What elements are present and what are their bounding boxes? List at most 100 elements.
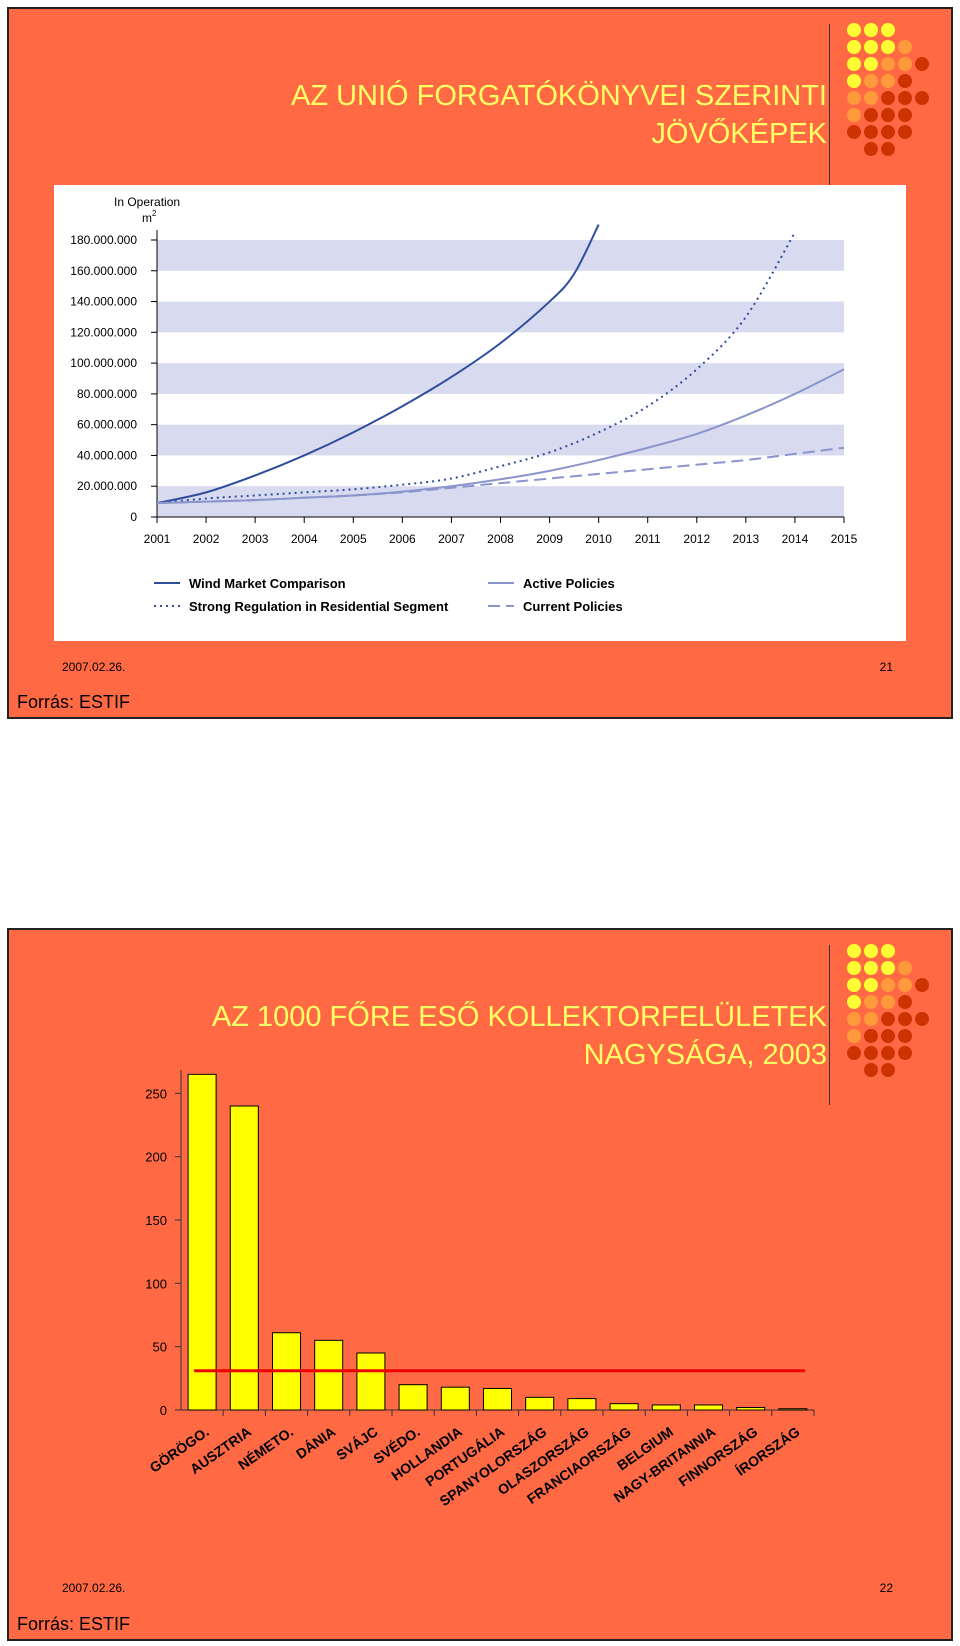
x-tick-label: 2003	[242, 532, 269, 546]
decor-dot	[864, 57, 878, 71]
y-tick-label: 0	[130, 510, 137, 524]
bar-chart: 050100150200250300GÖRÖGO.AUSZTRIANÉMETO.…	[145, 1070, 815, 1509]
slide-22: AZ 1000 FŐRE ESŐ KOLLEKTORFELÜLETEK NAGY…	[7, 928, 953, 1641]
decor-dot	[847, 1029, 861, 1043]
decor-dot	[864, 995, 878, 1009]
y-tick-label: 120.000.000	[70, 325, 137, 339]
x-tick-label: 2011	[635, 532, 661, 546]
decor-dot	[881, 74, 895, 88]
y-tick-label: 50	[153, 1340, 167, 1355]
decor-dot	[864, 961, 878, 975]
series-line-2	[157, 231, 796, 505]
decorative-dots	[841, 930, 951, 1100]
grid-band	[157, 301, 844, 333]
x-tick-label: 2007	[438, 532, 465, 546]
legend-label: Wind Market Comparison	[189, 576, 346, 591]
title-line-1: AZ UNIÓ FORGATÓKÖNYVEI SZERINTI	[290, 80, 827, 112]
decor-dot	[898, 74, 912, 88]
slide-date: 2007.02.26.	[62, 1581, 126, 1595]
decor-dot	[881, 40, 895, 54]
decor-dot	[864, 1046, 878, 1060]
y-tick-label: 60.000.000	[77, 418, 137, 432]
bar-12	[651, 1404, 681, 1411]
decor-dot	[898, 108, 912, 122]
decorative-dots	[841, 9, 951, 179]
line-chart: 0 20.000.000 40.000.000 60.000.000 80.000.00…	[70, 195, 857, 614]
series-line-1	[157, 224, 600, 505]
title-line-1: AZ 1000 FŐRE ESŐ KOLLEKTORFELÜLETEK	[211, 1001, 827, 1033]
decor-dot	[847, 978, 861, 992]
x-category-label: DÁNIA	[293, 1423, 339, 1462]
decor-dot	[847, 91, 861, 105]
divider-line	[829, 945, 830, 1105]
bar-6	[398, 1384, 428, 1411]
legend-label: Current Policies	[523, 599, 623, 614]
decor-dot	[898, 978, 912, 992]
y-tick-label: 100	[145, 1276, 167, 1291]
decor-dot	[847, 40, 861, 54]
decor-dot	[898, 91, 912, 105]
decor-dot	[898, 125, 912, 139]
x-tick-label: 2005	[340, 532, 367, 546]
decor-dot	[881, 108, 895, 122]
decor-dot	[847, 995, 861, 1009]
y-axis-unit-sup: 2	[152, 209, 157, 218]
decor-dot	[881, 978, 895, 992]
decor-dot	[881, 23, 895, 37]
decor-dot	[864, 40, 878, 54]
decor-dot	[864, 1063, 878, 1077]
decor-dot	[847, 1046, 861, 1060]
decor-dot	[881, 961, 895, 975]
decor-dot	[898, 40, 912, 54]
x-tick-label: 2010	[585, 532, 612, 546]
decor-dot	[864, 1029, 878, 1043]
x-tick-label: 2006	[389, 532, 416, 546]
y-tick-label: 200	[145, 1150, 167, 1165]
slide-title: AZ 1000 FŐRE ESŐ KOLLEKTORFELÜLETEK NAGY…	[27, 998, 827, 1074]
bar-1	[187, 1073, 217, 1411]
decor-dot	[847, 944, 861, 958]
decor-dot	[915, 91, 929, 105]
y-tick-label: 160.000.000	[70, 264, 137, 278]
decor-dot	[881, 944, 895, 958]
grid-band	[157, 240, 844, 271]
legend-label: Active Policies	[523, 576, 615, 591]
bar-13	[694, 1404, 723, 1411]
page-number: 21	[879, 660, 893, 674]
decor-dot	[898, 1029, 912, 1043]
decor-dot	[864, 944, 878, 958]
decor-dot	[915, 978, 929, 992]
title-line-2: JÖVŐKÉPEK	[651, 118, 827, 150]
page-number: 22	[879, 1581, 893, 1595]
decor-dot	[881, 1029, 895, 1043]
decor-dot	[847, 108, 861, 122]
decor-dot	[898, 961, 912, 975]
y-axis-label: In Operation	[114, 195, 180, 209]
x-tick-label: 2008	[487, 532, 514, 546]
bar-9	[525, 1396, 555, 1411]
x-tick-label: 2004	[291, 532, 318, 546]
grid-band	[157, 363, 844, 394]
decor-dot	[864, 74, 878, 88]
decor-dot	[864, 142, 878, 156]
y-tick-label: 250	[145, 1086, 167, 1101]
y-tick-label: 180.000.000	[70, 233, 137, 247]
x-tick-label: 2001	[144, 532, 171, 546]
source-note: Forrás: ESTIF	[17, 1614, 131, 1634]
decor-dot	[864, 91, 878, 105]
y-tick-label: 40.000.000	[77, 448, 137, 462]
decor-dot	[847, 57, 861, 71]
decor-dot	[881, 57, 895, 71]
y-tick-label: 100.000.000	[70, 356, 137, 370]
decor-dot	[847, 74, 861, 88]
bar-10	[567, 1398, 597, 1411]
decor-dot	[864, 108, 878, 122]
x-tick-label: 2009	[536, 532, 563, 546]
slide-date: 2007.02.26.	[62, 660, 126, 674]
slide-title: AZ UNIÓ FORGATÓKÖNYVEI SZERINTI JÖVŐKÉPE…	[147, 77, 827, 153]
decor-dot	[898, 995, 912, 1009]
y-axis-unit: m	[142, 211, 152, 225]
x-tick-label: 2012	[683, 532, 710, 546]
decor-dot	[864, 978, 878, 992]
decor-dot	[881, 1046, 895, 1060]
